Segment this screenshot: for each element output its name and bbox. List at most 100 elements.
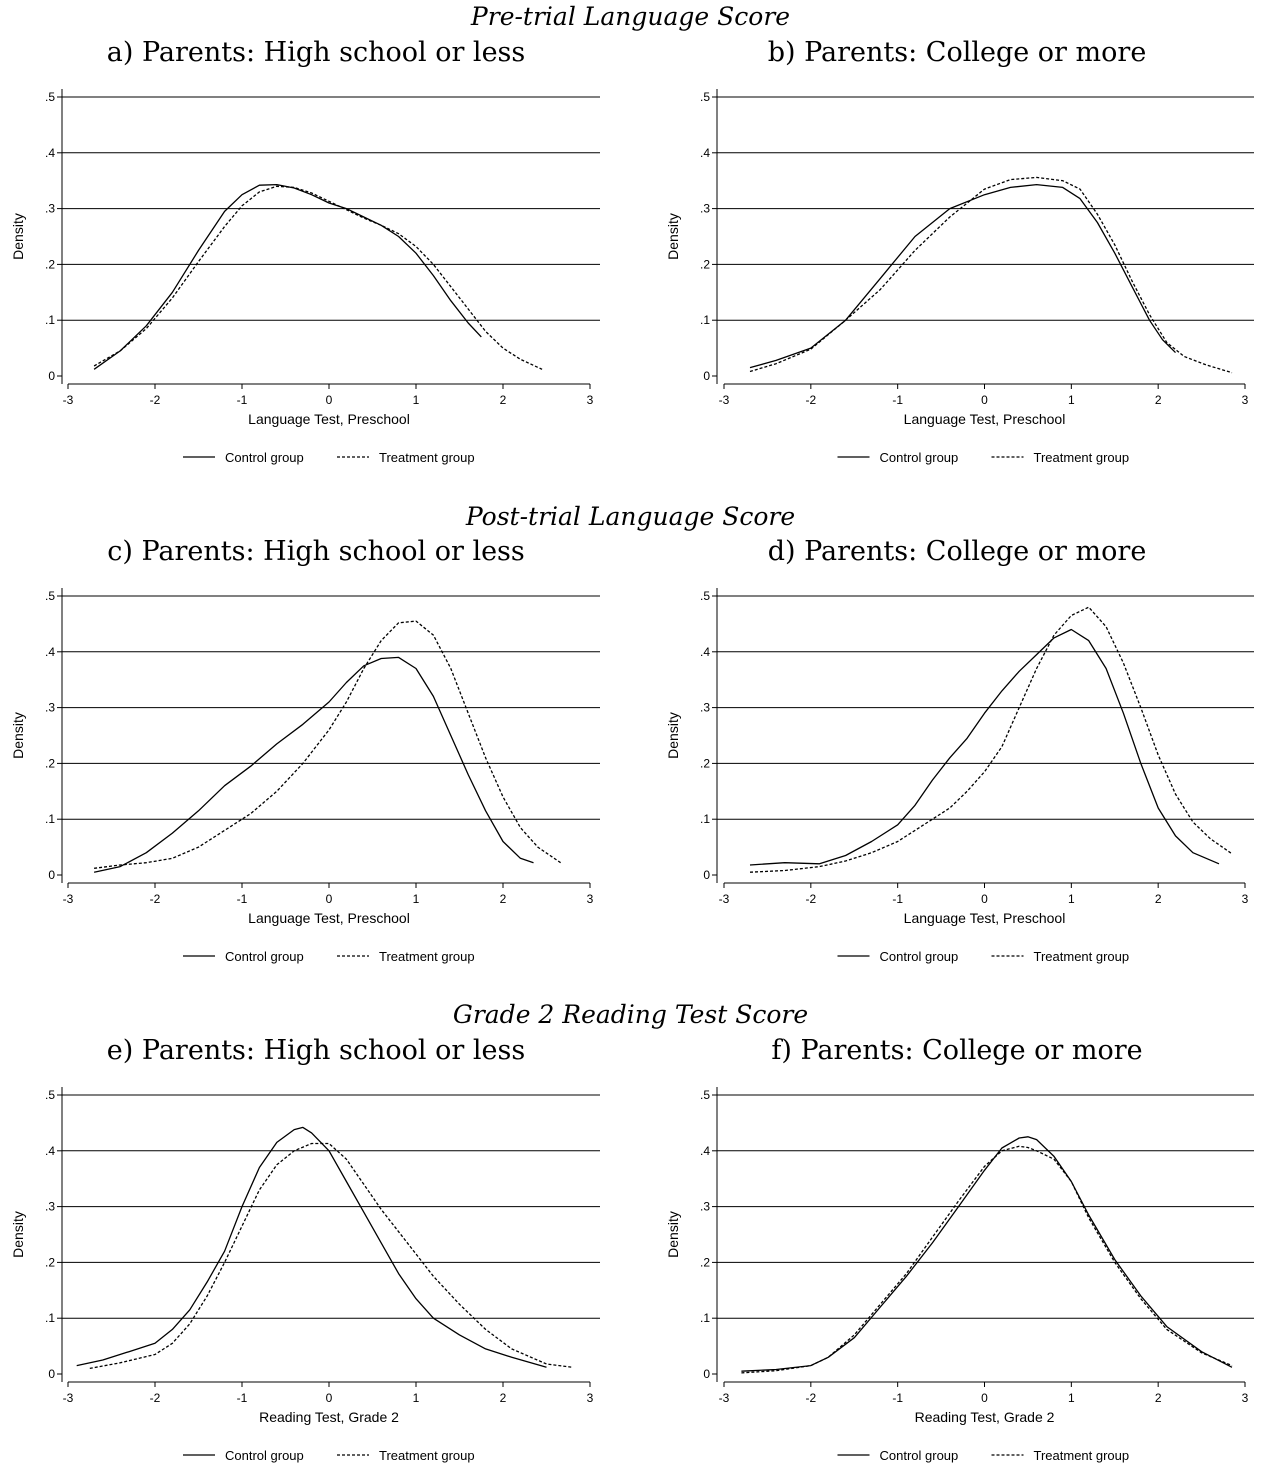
y-tick-label: .3 [700, 202, 710, 216]
x-tick-label: 0 [326, 892, 333, 906]
y-tick-label: .3 [45, 701, 55, 715]
x-tick-label: 0 [981, 892, 988, 906]
x-tick-label: 1 [1068, 1391, 1075, 1405]
y-tick-label: .2 [700, 1255, 710, 1269]
legend-treatment-label: Treatment group [1034, 1448, 1130, 1463]
x-axis-label: Reading Test, Grade 2 [259, 1409, 399, 1425]
y-tick-label: 0 [48, 868, 55, 882]
x-tick-label: 3 [587, 393, 594, 407]
legend-control-label: Control group [880, 949, 959, 964]
panel-title-a: a) Parents: High school or less [106, 37, 526, 68]
control-density-line [93, 183, 482, 370]
y-tick-label: .1 [700, 812, 710, 826]
y-axis-label: Density [10, 213, 26, 260]
legend-treatment-label: Treatment group [379, 450, 475, 465]
chart-panel-e: 0 .1 .2 .3 .4 .5 -3 -2 -1 0 1 2 3 Reading Test, Grade… [10, 1087, 600, 1463]
y-tick-label: .2 [45, 1255, 55, 1269]
x-tick-label: 1 [413, 393, 420, 407]
x-tick-label: 2 [1155, 393, 1162, 407]
y-tick-label: .4 [700, 1144, 710, 1158]
legend-treatment-label: Treatment group [1034, 949, 1130, 964]
chart-panel-d: 0 .1 .2 .3 .4 .5 -3 -2 -1 0 1 2 3 Language Test, Pres… [665, 588, 1254, 964]
section-title-post-trial: Post-trial Language Score [465, 502, 796, 531]
x-tick-label: -2 [150, 892, 161, 906]
y-tick-label: .4 [45, 1144, 55, 1158]
x-tick-label: 2 [500, 393, 507, 407]
legend-control-label: Control group [225, 1448, 304, 1463]
y-tick-label: .2 [700, 756, 710, 770]
y-axis-label: Density [10, 1211, 26, 1258]
y-tick-label: .2 [45, 756, 55, 770]
legend-treatment-label: Treatment group [379, 1448, 475, 1463]
section-title-grade2: Grade 2 Reading Test Score [452, 1000, 809, 1029]
x-tick-label: -1 [237, 892, 248, 906]
y-tick-label: .5 [45, 1088, 55, 1102]
y-tick-label: 0 [703, 868, 710, 882]
x-tick-label: -2 [150, 1391, 161, 1405]
control-density-line [749, 183, 1176, 369]
y-tick-label: 0 [703, 1367, 710, 1381]
y-tick-label: .3 [700, 1200, 710, 1214]
x-tick-label: 1 [413, 892, 420, 906]
y-tick-label: 0 [703, 369, 710, 383]
x-tick-label: -3 [63, 1391, 74, 1405]
x-tick-label: -1 [237, 393, 248, 407]
chart-panel-b: 0 .1 .2 .3 .4 .5 -3 -2 -1 0 1 2 3 Language Test, Pres… [665, 89, 1254, 465]
legend-treatment-label: Treatment group [1034, 450, 1130, 465]
legend-control-label: Control group [880, 450, 959, 465]
y-axis-label: Density [665, 1211, 681, 1258]
treatment-density-line [749, 176, 1233, 374]
y-tick-label: .2 [700, 257, 710, 271]
y-tick-label: .5 [45, 90, 55, 104]
y-tick-label: .1 [700, 313, 710, 327]
legend-control-label: Control group [225, 949, 304, 964]
y-tick-label: .4 [700, 146, 710, 160]
treatment-density-line [94, 620, 563, 869]
x-axis-label: Reading Test, Grade 2 [915, 1409, 1055, 1425]
x-tick-label: 3 [1242, 892, 1249, 906]
treatment-density-line [749, 606, 1233, 873]
panel-title-b: b) Parents: College or more [767, 37, 1147, 68]
chart-panel-a: 0 .1 .2 .3 .4 .5 -3 -2 -1 0 1 2 3 Language Test, Pres… [10, 89, 600, 465]
y-tick-label: .5 [700, 589, 710, 603]
y-tick-label: .3 [700, 701, 710, 715]
x-tick-label: -1 [237, 1391, 248, 1405]
y-tick-label: .3 [45, 202, 55, 216]
y-tick-label: 0 [48, 1367, 55, 1381]
chart-panel-c: 0 .1 .2 .3 .4 .5 -3 -2 -1 0 1 2 3 Language Test, Pres… [10, 588, 600, 964]
treatment-density-line [89, 1142, 573, 1370]
x-tick-label: 3 [1242, 393, 1249, 407]
panel-title-c: c) Parents: High school or less [107, 536, 525, 567]
x-tick-label: -1 [892, 393, 903, 407]
control-density-line [749, 628, 1220, 866]
x-tick-label: 2 [1155, 892, 1162, 906]
x-tick-label: 3 [1242, 1391, 1249, 1405]
y-tick-label: .1 [45, 812, 55, 826]
y-axis-label: Density [665, 712, 681, 759]
y-tick-label: 0 [48, 369, 55, 383]
x-tick-label: 1 [1068, 892, 1075, 906]
x-tick-label: -2 [805, 1391, 816, 1405]
panel-title-e: e) Parents: High school or less [106, 1035, 526, 1066]
x-tick-label: 3 [587, 1391, 594, 1405]
panel-title-d: d) Parents: College or more [767, 536, 1147, 567]
y-axis-label: Density [10, 712, 26, 759]
y-tick-label: .3 [45, 1200, 55, 1214]
control-density-line [93, 656, 534, 873]
x-tick-label: 1 [413, 1391, 420, 1405]
x-tick-label: 2 [1155, 1391, 1162, 1405]
legend-control-label: Control group [225, 450, 304, 465]
y-tick-label: .5 [700, 90, 710, 104]
legend-treatment-label: Treatment group [379, 949, 475, 964]
treatment-density-line [741, 1145, 1233, 1374]
x-tick-label: 3 [587, 892, 594, 906]
x-tick-label: 2 [500, 1391, 507, 1405]
y-tick-label: .5 [700, 1088, 710, 1102]
control-density-line [76, 1126, 547, 1368]
x-tick-label: -3 [719, 892, 730, 906]
x-tick-label: -3 [719, 1391, 730, 1405]
treatment-density-line [93, 185, 543, 370]
y-tick-label: .1 [45, 1311, 55, 1325]
x-tick-label: 0 [981, 1391, 988, 1405]
